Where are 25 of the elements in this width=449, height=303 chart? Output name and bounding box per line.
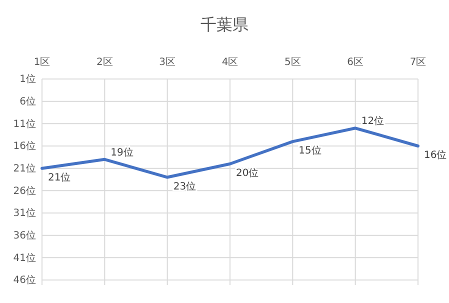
y-tick-label: 16位 [13, 140, 36, 152]
data-label: 12位 [361, 115, 384, 128]
y-tick-label: 21位 [13, 162, 36, 175]
data-label: 19位 [110, 146, 134, 158]
x-tick-label: 3区 [159, 57, 176, 68]
data-label: 16位 [424, 149, 447, 161]
y-tick-label: 1位 [20, 73, 36, 86]
y-tick-label: 31位 [13, 207, 36, 220]
x-tick-label: 1区 [34, 57, 50, 68]
x-tick-label: 2区 [96, 57, 113, 68]
y-tick-label: 46位 [13, 274, 36, 286]
x-tick-label: 6区 [347, 57, 364, 68]
y-tick-label: 11位 [13, 118, 36, 130]
y-tick-label: 6位 [20, 96, 36, 108]
data-label: 20位 [236, 166, 259, 179]
chart-title: 千葉県 [200, 15, 248, 34]
x-tick-label: 4区 [222, 57, 238, 68]
data-label: 21位 [48, 171, 71, 184]
data-label: 23位 [173, 180, 196, 192]
y-tick-label: 41位 [13, 252, 36, 264]
data-label: 15位 [298, 144, 322, 157]
y-tick-label: 26位 [13, 184, 36, 197]
x-tick-label: 5区 [284, 57, 301, 68]
x-tick-label: 7区 [410, 57, 426, 68]
y-tick-label: 36位 [13, 230, 36, 242]
